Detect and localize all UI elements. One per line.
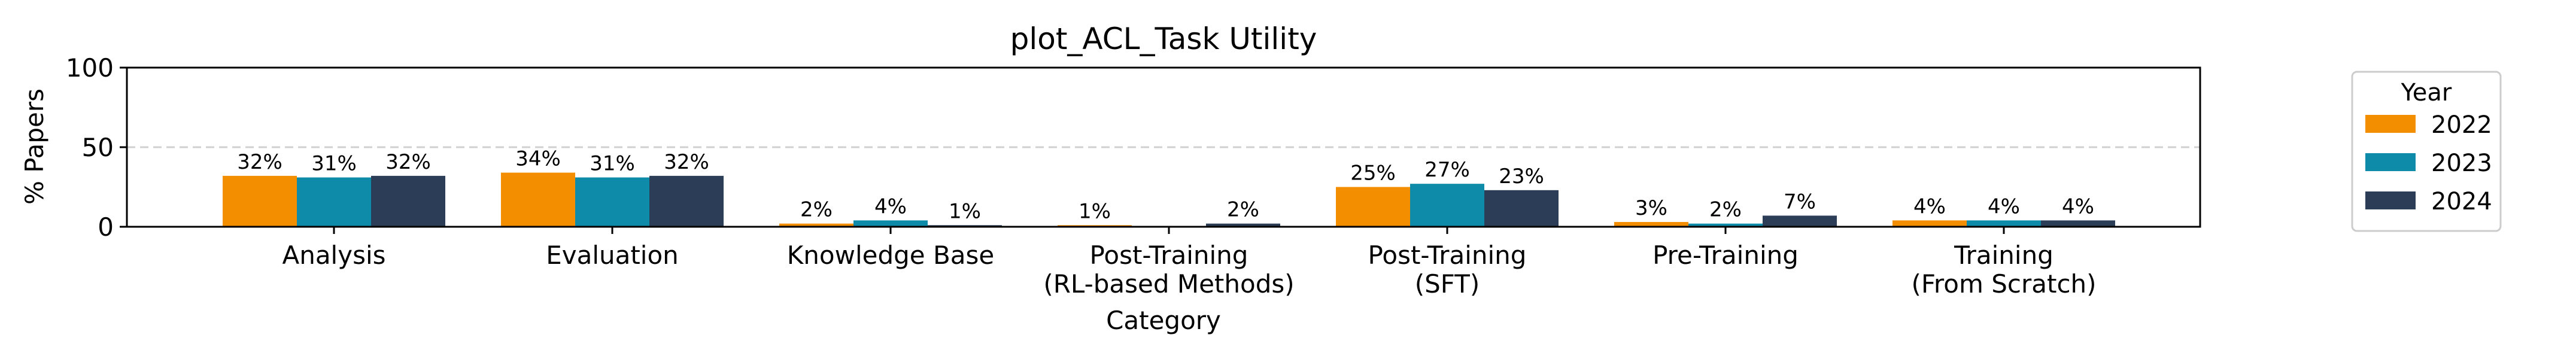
data-label: 4% xyxy=(1913,194,1946,218)
bar xyxy=(1967,220,2041,227)
bar xyxy=(297,177,371,227)
x-tick-label: Analysis xyxy=(282,241,385,270)
bar xyxy=(2041,220,2115,227)
x-axis: Analysis Evaluation Knowledge Base Post-Tra… xyxy=(282,227,2097,299)
bar xyxy=(1410,184,1484,227)
data-label: 27% xyxy=(1424,158,1470,182)
bar xyxy=(501,172,575,227)
bar xyxy=(1614,222,1688,227)
legend: Year 2022 2023 2024 xyxy=(2351,71,2502,232)
x-tick-label: Pre-Training xyxy=(1652,241,1799,270)
x-tick-label: Training (From Scratch) xyxy=(1911,241,2096,299)
y-tick-label: 100 xyxy=(66,53,114,83)
data-label: 2% xyxy=(1227,198,1259,222)
bar xyxy=(1688,223,1763,227)
bar xyxy=(575,177,649,227)
x-tick-label: Knowledge Base xyxy=(787,241,995,270)
data-labels-layer: 32% 34% 2% 1% 25% 3% 4% 31% 31% 4% 27% 2% 4% 32% 32% 1%… xyxy=(237,147,2094,224)
y-axis: 0 50 100 xyxy=(66,53,127,242)
chart-title: plot_ACL_Task Utility xyxy=(1010,22,1317,56)
data-label: 2% xyxy=(1709,198,1742,222)
data-label: 4% xyxy=(874,194,907,218)
data-label: 34% xyxy=(515,147,561,171)
data-label: 25% xyxy=(1350,162,1396,185)
bar xyxy=(1763,215,1837,227)
data-label: 7% xyxy=(1784,190,1816,214)
y-axis-label: % Papers xyxy=(20,89,49,205)
x-tick-label: Post-Training (RL-based Methods) xyxy=(1043,241,1294,299)
x-axis-label: Category xyxy=(1106,306,1221,335)
data-label: 31% xyxy=(590,152,635,176)
legend-label: 2024 xyxy=(2431,188,2492,215)
bar xyxy=(1484,190,1559,227)
bar xyxy=(1206,223,1280,227)
bar xyxy=(779,223,853,227)
data-label: 4% xyxy=(1988,194,2020,218)
bars-layer xyxy=(223,172,2115,227)
legend-frame xyxy=(2351,71,2502,232)
y-tick-label: 50 xyxy=(82,133,114,162)
bar xyxy=(1336,187,1410,227)
data-label: 1% xyxy=(949,199,981,223)
legend-label: 2022 xyxy=(2431,111,2492,139)
data-label: 32% xyxy=(237,150,282,174)
y-tick-label: 0 xyxy=(98,212,114,242)
x-tick-label: Post-Training (SFT) xyxy=(1368,241,1527,299)
data-label: 4% xyxy=(2062,194,2094,218)
legend-swatch xyxy=(2365,191,2416,209)
bar xyxy=(223,175,297,227)
data-label: 32% xyxy=(664,150,709,174)
legend-title: Year xyxy=(2401,79,2452,107)
legend-label: 2023 xyxy=(2431,150,2492,177)
legend-items: 2022 2023 2024 xyxy=(2365,111,2492,215)
legend-swatch xyxy=(2365,153,2416,171)
bar xyxy=(1892,220,1967,227)
bar xyxy=(853,220,928,227)
data-label: 31% xyxy=(311,152,357,176)
data-label: 1% xyxy=(1079,199,1111,223)
bar xyxy=(649,175,724,227)
data-label: 2% xyxy=(800,198,833,222)
legend-swatch xyxy=(2365,115,2416,133)
data-label: 3% xyxy=(1635,196,1667,220)
x-tick-label: Evaluation xyxy=(546,241,679,270)
data-label: 32% xyxy=(385,150,431,174)
bar xyxy=(371,175,445,227)
data-label: 23% xyxy=(1499,165,1544,188)
